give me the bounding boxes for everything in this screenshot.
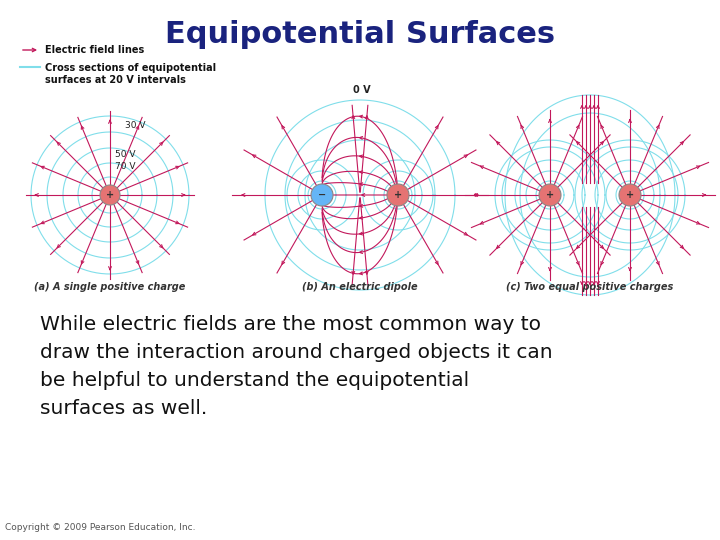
Circle shape [100,185,120,205]
Text: (c) Two equal positive charges: (c) Two equal positive charges [506,282,674,292]
Text: +: + [394,190,402,200]
Text: Cross sections of equipotential
surfaces at 20 V intervals: Cross sections of equipotential surfaces… [45,63,216,85]
Text: −: − [318,190,326,200]
Text: Copyright © 2009 Pearson Education, Inc.: Copyright © 2009 Pearson Education, Inc. [5,523,196,532]
Text: 50 V: 50 V [115,150,135,159]
Text: +: + [106,190,114,200]
Text: Equipotential Surfaces: Equipotential Surfaces [165,20,555,49]
Circle shape [311,184,333,206]
Text: 0 V: 0 V [354,85,371,95]
Text: 30 V: 30 V [125,121,145,130]
Text: Electric field lines: Electric field lines [45,45,144,55]
Text: While electric fields are the most common way to: While electric fields are the most commo… [40,315,541,334]
Text: (a) A single positive charge: (a) A single positive charge [35,282,186,292]
Text: +: + [626,190,634,200]
Circle shape [539,184,561,206]
Text: be helpful to understand the equipotential: be helpful to understand the equipotenti… [40,371,469,390]
Circle shape [387,184,409,206]
Text: +: + [546,190,554,200]
Text: 70 V: 70 V [115,162,135,171]
Text: surfaces as well.: surfaces as well. [40,399,207,418]
Text: draw the interaction around charged objects it can: draw the interaction around charged obje… [40,343,553,362]
Text: (b) An electric dipole: (b) An electric dipole [302,282,418,292]
Circle shape [619,184,641,206]
